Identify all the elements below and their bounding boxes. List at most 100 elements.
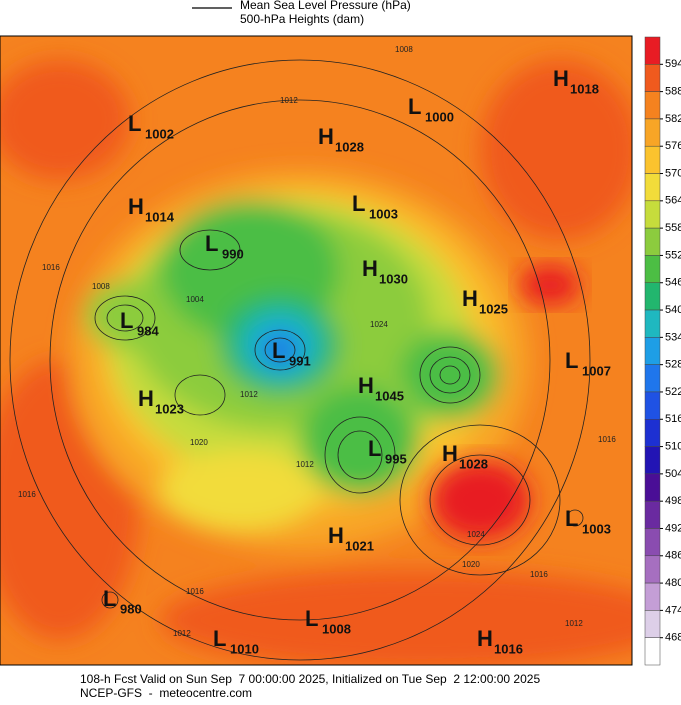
- center-kind: L: [128, 111, 141, 136]
- center-kind: H: [477, 626, 493, 651]
- colorbar-label: 558: [665, 222, 681, 234]
- contour-label: 1012: [240, 390, 258, 399]
- colorbar-swatch: [644, 582, 661, 611]
- isobars: [9, 59, 591, 661]
- center-pressure: 1003: [582, 521, 611, 536]
- center-kind: L: [205, 231, 218, 256]
- colorbar-label: 504: [665, 468, 681, 480]
- colorbar-label: 528: [665, 359, 681, 371]
- colorbar-label: 516: [665, 413, 681, 425]
- contour-label: 1016: [598, 435, 616, 444]
- center-pressure: 1008: [322, 621, 351, 636]
- contour-label: 1024: [467, 530, 485, 539]
- legend-label: Mean Sea Level Pressure (hPa): [240, 0, 411, 12]
- footer-line: 108-h Fcst Valid on Sun Sep 7 00:00:00 2…: [80, 672, 540, 686]
- center-kind: L: [120, 308, 133, 333]
- center-pressure: 1016: [494, 641, 523, 656]
- center-kind: H: [362, 256, 378, 281]
- colorbar-swatch: [644, 528, 661, 557]
- contour-label: 1012: [173, 629, 191, 638]
- colorbar-swatch: [644, 391, 661, 420]
- contour-label: 1008: [92, 282, 110, 291]
- center-pressure: 990: [222, 246, 244, 261]
- colorbar-swatch: [644, 227, 661, 256]
- contour-label: 1016: [530, 570, 548, 579]
- colorbar-swatch: [644, 555, 661, 584]
- colorbar-label: 540: [665, 304, 681, 316]
- center-kind: H: [138, 386, 154, 411]
- center-pressure: 1014: [145, 209, 175, 224]
- contour-label: 1020: [462, 560, 480, 569]
- center-kind: L: [213, 626, 226, 651]
- center-kind: L: [565, 506, 578, 531]
- center-kind: L: [103, 586, 116, 611]
- colorbar-label: 546: [665, 277, 681, 289]
- colorbar-label: 552: [665, 249, 681, 261]
- colorbar-swatch: [644, 364, 661, 393]
- colorbar-label: 582: [665, 113, 681, 125]
- colorbar-label: 492: [665, 522, 681, 534]
- contour-label: 1008: [395, 45, 413, 54]
- colorbar-swatch: [644, 282, 661, 311]
- colorbar-swatch: [644, 637, 661, 666]
- center-pressure: 1007: [582, 363, 611, 378]
- center-kind: L: [408, 94, 421, 119]
- center-pressure: 984: [137, 323, 159, 338]
- contour-label: 1004: [186, 295, 204, 304]
- contour-label: 1016: [42, 263, 60, 272]
- center-kind: H: [442, 441, 458, 466]
- colorbar-swatch: [644, 145, 661, 174]
- colorbar-label: 570: [665, 167, 681, 179]
- center-pressure: 1028: [335, 139, 364, 154]
- colorbar-swatch: [644, 309, 661, 338]
- colorbar-label: 594: [665, 58, 681, 70]
- colorbar-label: 522: [665, 386, 681, 398]
- center-kind: H: [318, 124, 334, 149]
- center-kind: L: [272, 338, 285, 363]
- contour-label: 1016: [186, 587, 204, 596]
- contour-label: 1012: [296, 460, 314, 469]
- center-pressure: 1028: [459, 456, 488, 471]
- center-pressure: 991: [289, 353, 311, 368]
- center-pressure: 1010: [230, 641, 259, 656]
- colorbar-swatch: [644, 91, 661, 120]
- contour-label: 1020: [190, 438, 208, 447]
- colorbar-label: 468: [665, 632, 681, 644]
- center-pressure: 1045: [375, 388, 404, 403]
- colorbar-label: 498: [665, 495, 681, 507]
- center-pressure: 1025: [479, 301, 508, 316]
- center-pressure: 1000: [425, 109, 454, 124]
- center-kind: H: [128, 194, 144, 219]
- center-kind: L: [305, 606, 318, 631]
- colorbar-swatch: [644, 610, 661, 638]
- center-pressure: 980: [120, 601, 142, 616]
- center-pressure: 995: [385, 451, 407, 466]
- center-kind: L: [565, 348, 578, 373]
- colorbar-swatch: [644, 473, 661, 502]
- contour-label: 1016: [18, 490, 36, 499]
- colorbar-swatch: [644, 36, 661, 65]
- colorbar-label: 576: [665, 140, 681, 152]
- center-kind: L: [368, 436, 381, 461]
- center-pressure: 1003: [369, 206, 398, 221]
- colorbar-label: 588: [665, 86, 681, 98]
- center-pressure: 1023: [155, 401, 184, 416]
- map-field: [0, 36, 632, 665]
- colorbar-swatch: [644, 64, 661, 92]
- colorbar-swatch: [644, 255, 661, 283]
- legend-subtitle: 500-hPa Heights (dam): [240, 12, 364, 26]
- footer-line: NCEP-GFS - meteocentre.com: [80, 686, 252, 700]
- center-kind: H: [358, 373, 374, 398]
- center-kind: H: [462, 286, 478, 311]
- center-pressure: 1021: [345, 538, 374, 553]
- colorbar-swatch: [644, 173, 661, 202]
- center-pressure: 1018: [570, 81, 599, 96]
- map-frame: [0, 35, 633, 666]
- contour-label: 1012: [565, 619, 583, 628]
- colorbar-swatch: [644, 419, 661, 447]
- colorbar-label: 486: [665, 550, 681, 562]
- contour-label: 1012: [280, 96, 298, 105]
- colorbar-label: 480: [665, 577, 681, 589]
- colorbar-swatch: [644, 337, 661, 365]
